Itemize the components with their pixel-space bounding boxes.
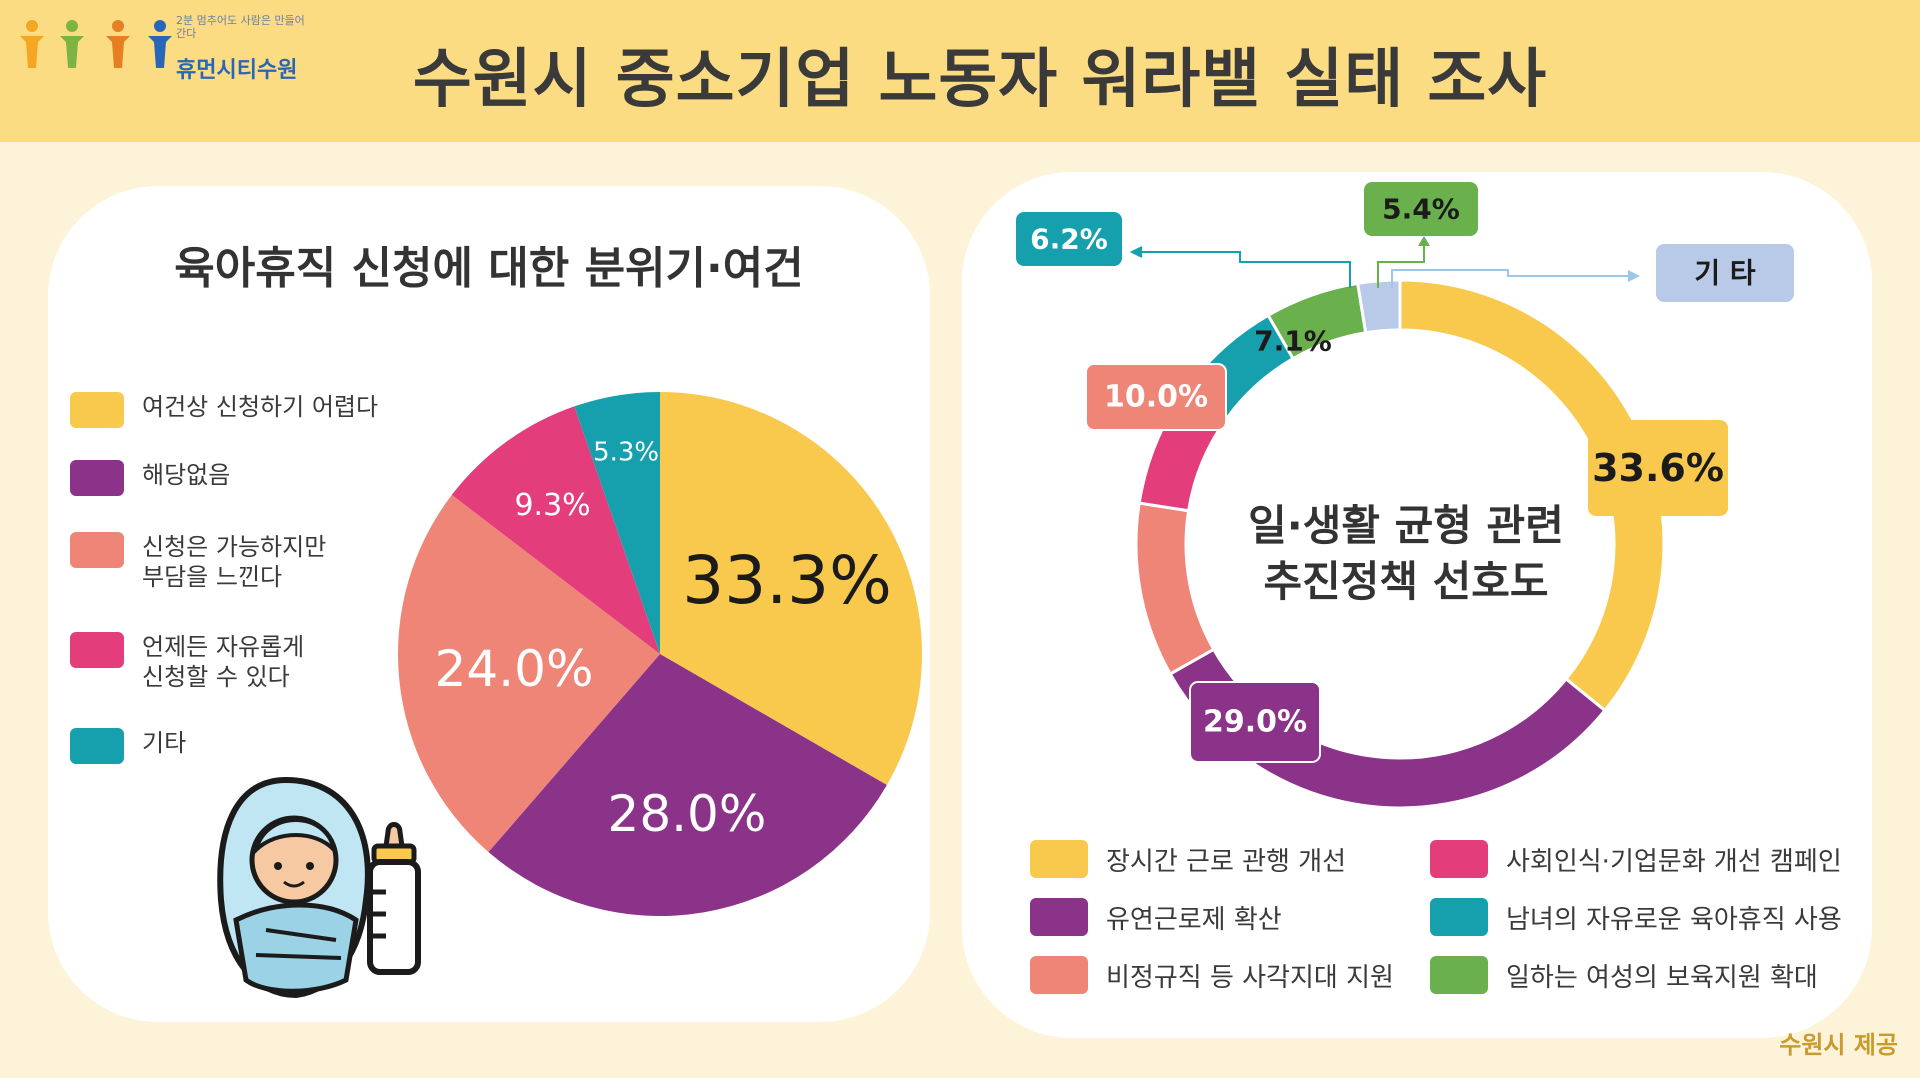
left-legend-item: 해당없음	[70, 460, 382, 496]
pie-slice	[574, 392, 660, 654]
legend-swatch	[1030, 898, 1088, 936]
svg-text:33.6%: 33.6%	[1592, 446, 1724, 490]
legend-swatch	[1030, 956, 1088, 994]
page-title: 수원시 중소기업 노동자 워라밸 실태 조사	[412, 43, 1548, 117]
right-legend-item: 유연근로제 확산	[1030, 898, 1282, 936]
legend-label: 남녀의 자유로운 육아휴직 사용	[1506, 904, 1842, 935]
logo-text: 휴먼시티수원	[176, 58, 298, 83]
legend-label: 기타	[142, 729, 187, 757]
leader-arrow	[1628, 270, 1640, 282]
left-legend-item: 기타	[70, 728, 382, 764]
svg-text:기 타: 기 타	[1694, 257, 1756, 290]
legend-label: 사회인식·기업문화 개선 캠페인	[1506, 846, 1842, 877]
legend-label: 신청은 가능하지만 부담을 느낀다	[142, 533, 327, 591]
right-callouts: 33.6% 29.0% 10.0% 7.1% 6.2% 5.4% 기 타	[1016, 182, 1794, 763]
leader-line	[1377, 240, 1425, 288]
donut-segment	[1355, 278, 1402, 335]
right-legend-item: 사회인식·기업문화 개선 캠페인	[1430, 840, 1842, 878]
legend-label: 장시간 근로 관행 개선	[1106, 846, 1347, 877]
donut-data-label: 29.0%	[1189, 681, 1321, 763]
legend-swatch	[1030, 840, 1088, 878]
leader-line	[1391, 269, 1630, 288]
left-legend-item: 여건상 신청하기 어렵다	[70, 392, 382, 428]
legend-swatch	[1430, 840, 1488, 878]
header-bar: 2분 멈추어도 사람은 만들어간다 휴먼시티수원 수원시 중소기업 노동자 워라…	[0, 0, 1920, 142]
pie-slice	[451, 406, 660, 654]
leader-arrow	[1129, 246, 1143, 258]
legend-label: 일하는 여성의 보육지원 확대	[1506, 962, 1818, 993]
logo-figures-icon	[20, 20, 172, 68]
left-legend-item: 언제든 자유롭게 신청할 수 있다	[70, 632, 382, 692]
legend-swatch	[70, 632, 124, 668]
right-legend-item: 장시간 근로 관행 개선	[1030, 840, 1346, 878]
legend-swatch	[1430, 898, 1488, 936]
pie-slice	[488, 654, 887, 916]
right-legend-item: 남녀의 자유로운 육아휴직 사용	[1430, 898, 1842, 936]
right-legend-item: 일하는 여성의 보육지원 확대	[1430, 956, 1818, 994]
donut-data-label: 33.6%	[1588, 420, 1728, 516]
donut-data-label: 기 타	[1656, 244, 1794, 302]
leader-arrow	[1418, 236, 1430, 246]
pie-slice	[660, 392, 922, 785]
pie-slice	[398, 494, 660, 853]
donut-data-label: 5.4%	[1364, 182, 1478, 236]
svg-text:6.2%: 6.2%	[1030, 223, 1108, 256]
legend-label: 비정규직 등 사각지대 지원	[1106, 962, 1394, 993]
donut-data-label: 6.2%	[1016, 212, 1122, 266]
legend-swatch	[1430, 956, 1488, 994]
center-title-line1: 일·생활 균형 관련	[1248, 501, 1564, 550]
left-pie-chart: 33.3% 28.0% 24.0% 9.3%5.3%	[398, 392, 922, 916]
source-credit: 수원시 제공	[1779, 1031, 1898, 1059]
legend-swatch	[70, 460, 124, 496]
pie-data-label: 28.0%	[608, 785, 767, 843]
legend-label: 해당없음	[142, 461, 231, 489]
pie-data-label: 9.3%	[514, 488, 590, 523]
svg-text:10.0%: 10.0%	[1104, 380, 1208, 415]
svg-text:29.0%: 29.0%	[1203, 705, 1307, 740]
legend-swatch	[70, 392, 124, 428]
right-chart-center-title: 일·생활 균형 관련 추진정책 선호도	[1226, 498, 1586, 610]
pie-data-label: 33.3%	[682, 542, 892, 619]
donut-segment	[1134, 501, 1216, 676]
leader-line	[1132, 251, 1351, 288]
right-legend: 장시간 근로 관행 개선 유연근로제 확산 비정규직 등 사각지대 지원 사회인…	[1030, 840, 1870, 1010]
center-title-line2: 추진정책 선호도	[1263, 557, 1549, 606]
donut-data-label: 7.1%	[1254, 325, 1332, 358]
svg-text:5.4%: 5.4%	[1382, 193, 1460, 226]
left-chart-title: 육아휴직 신청에 대한 분위기·여건	[174, 243, 804, 294]
svg-text:7.1%: 7.1%	[1254, 325, 1332, 358]
pie-data-label: 24.0%	[435, 640, 594, 698]
legend-label: 언제든 자유롭게 신청할 수 있다	[142, 633, 305, 691]
legend-swatch	[70, 728, 124, 764]
right-legend-item: 비정규직 등 사각지대 지원	[1030, 956, 1394, 994]
logo-tagline: 2분 멈추어도 사람은 만들어간다	[176, 14, 305, 40]
pie-data-label: 5.3%	[593, 437, 659, 467]
baby-icon	[217, 776, 371, 999]
baby-bottle-icon	[367, 822, 421, 975]
donut-data-label: 10.0%	[1085, 363, 1227, 431]
legend-label: 여건상 신청하기 어렵다	[142, 393, 379, 421]
legend-swatch	[70, 532, 124, 568]
legend-label: 유연근로제 확산	[1106, 904, 1282, 935]
left-legend-item: 신청은 가능하지만 부담을 느낀다	[70, 532, 382, 592]
